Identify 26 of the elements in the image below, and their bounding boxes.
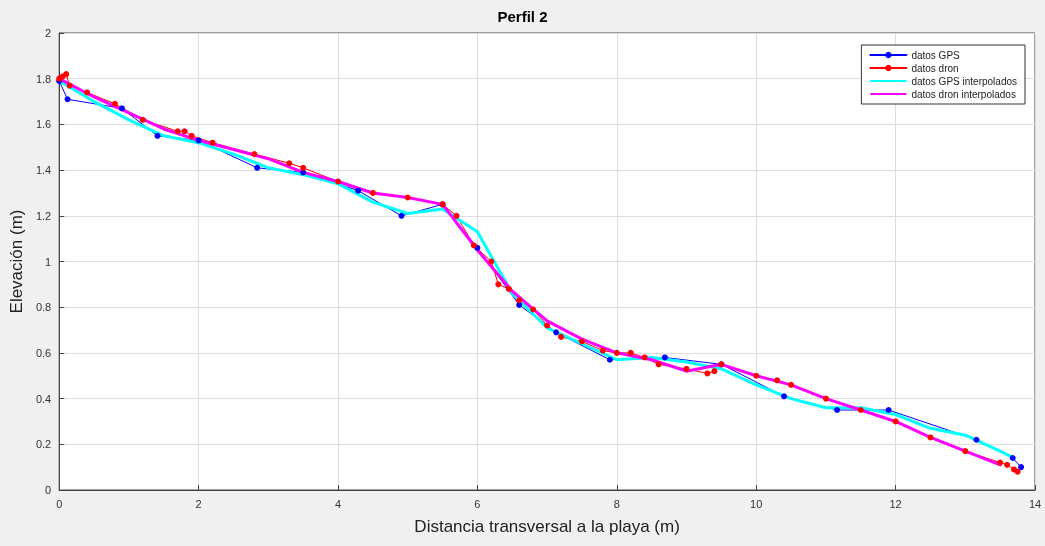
- y-tick-label: 1: [45, 255, 52, 268]
- x-tick-label: 12: [889, 497, 902, 510]
- x-tick-label: 2: [195, 497, 202, 510]
- y-tick-label: 1.4: [35, 164, 52, 177]
- y-tick-label: 2: [45, 27, 52, 39]
- x-tick-label: 4: [334, 497, 342, 510]
- y-tick-label: 1.8: [35, 72, 52, 85]
- y-tick-label: 1.2: [35, 209, 52, 222]
- legend-label: datos dron: [911, 62, 959, 74]
- x-tick-label: 6: [474, 497, 481, 510]
- x-tick-label: 10: [750, 497, 763, 510]
- y-tick-label: 0.6: [35, 346, 52, 359]
- x-tick-label: 14: [1028, 497, 1042, 510]
- x-axis-title: Distancia transversal a la playa (m): [414, 517, 680, 536]
- chart-title: Perfil 2: [497, 8, 548, 25]
- y-tick-label: 0.2: [35, 438, 52, 451]
- y-tick-label: 0.4: [35, 392, 52, 405]
- legend-label: datos GPS: [911, 49, 961, 61]
- y-axis-title: Elevación (m): [7, 209, 26, 314]
- x-tick-label: 0: [56, 497, 63, 510]
- y-tick-label: 0: [45, 484, 52, 496]
- y-tick-label: 1.6: [35, 118, 52, 131]
- x-tick-label: 8: [613, 497, 620, 510]
- legend-label: datos GPS interpolados: [911, 75, 1017, 87]
- y-tick-label: 0.8: [35, 301, 52, 314]
- legend-label: datos dron interpolados: [911, 88, 1016, 100]
